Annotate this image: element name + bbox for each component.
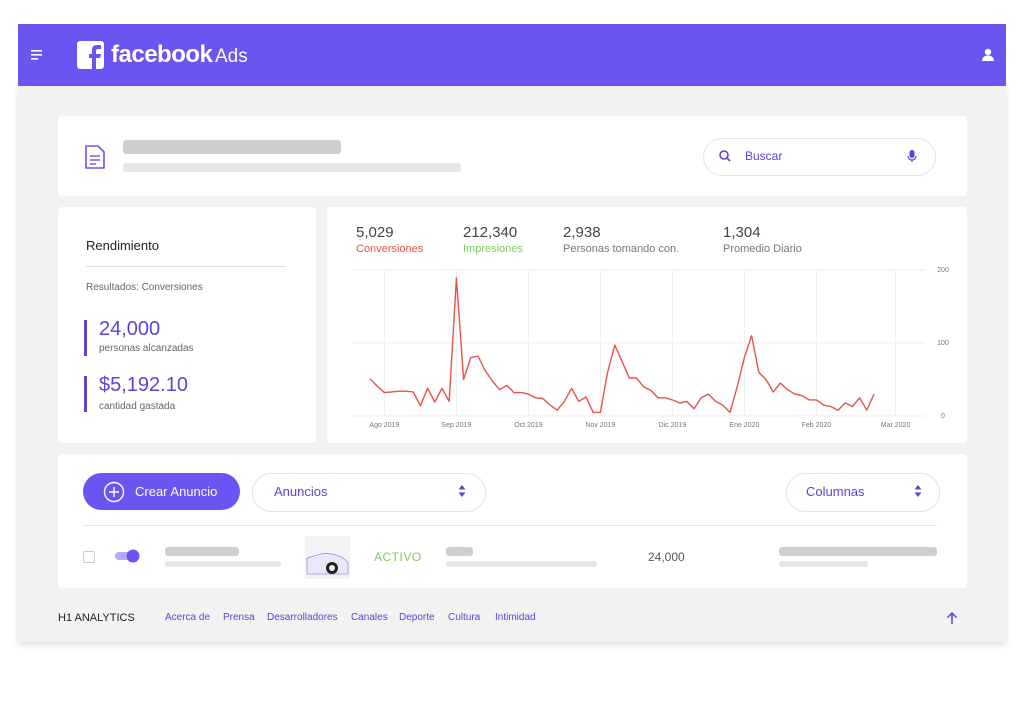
logo-icon (77, 41, 104, 69)
menu-icon[interactable] (30, 48, 44, 62)
footer-link[interactable]: Acerca de (165, 612, 211, 623)
document-icon (85, 145, 105, 169)
x-tick-label: Ago 2019 (369, 422, 399, 429)
footer-brand: H1 ANALYTICS (58, 612, 135, 624)
stat-label: Impresiones (463, 243, 523, 255)
placeholder (165, 547, 239, 556)
x-tick-label: Sep 2019 (441, 422, 471, 429)
footer-link[interactable]: Intimidad (495, 612, 536, 623)
search-box[interactable] (703, 138, 936, 176)
performance-title: Rendimiento (86, 238, 159, 253)
metric-bar (84, 320, 87, 356)
mic-icon[interactable] (906, 149, 918, 163)
search-icon (719, 150, 731, 162)
footer-link[interactable]: Prensa (223, 612, 255, 623)
metric-value: 24,000 (99, 318, 161, 340)
stat-value: 1,304 (723, 224, 761, 241)
footer-link[interactable]: Canales (351, 612, 388, 623)
dropdown-icon (914, 485, 922, 497)
x-tick-label: Dic 2019 (659, 422, 687, 429)
placeholder (123, 163, 461, 172)
placeholder (123, 140, 341, 154)
y-tick-label: 0 (941, 413, 945, 420)
x-tick-label: Ene 2020 (729, 422, 759, 429)
filter-label: Anuncios (274, 484, 328, 499)
data-line (369, 277, 875, 414)
user-icon[interactable] (980, 47, 996, 63)
placeholder (779, 547, 937, 556)
metric-value: $5,192.10 (99, 374, 188, 396)
top-bar (18, 24, 1006, 86)
stat-value: 212,340 (463, 224, 518, 241)
brand: facebook (111, 41, 213, 68)
divider (83, 525, 937, 526)
columns-dropdown[interactable] (786, 473, 940, 512)
stat-label: Promedio Diario (723, 243, 802, 255)
plus-icon (103, 481, 125, 503)
product: Ads (215, 46, 248, 67)
scroll-top-icon[interactable] (945, 611, 959, 625)
performance-card (58, 207, 316, 443)
divider (86, 266, 286, 267)
x-tick-label: Oct 2019 (514, 422, 543, 429)
columns-label: Columnas (806, 484, 865, 499)
search-placeholder: Buscar (745, 149, 783, 163)
stat-value: 5,029 (356, 224, 394, 241)
ad-thumbnail (305, 536, 350, 579)
stat-label: Conversiones (356, 243, 424, 255)
footer-link[interactable]: Cultura (448, 612, 481, 623)
stat-value: 2,938 (563, 224, 601, 241)
filter-dropdown[interactable] (252, 473, 486, 512)
placeholder (779, 561, 868, 567)
metric-label: cantidad gastada (99, 401, 176, 412)
placeholder (446, 561, 597, 567)
placeholder (446, 547, 473, 556)
status: ACTIVO (374, 550, 422, 564)
results-label: Resultados: Conversiones (86, 282, 203, 293)
y-tick-label: 200 (937, 267, 949, 274)
reach: 24,000 (648, 550, 685, 564)
stat-label: Personas tomando con. (563, 243, 680, 255)
dropdown-icon (458, 485, 466, 497)
placeholder (165, 561, 281, 567)
x-tick-label: Mar 2020 (881, 422, 911, 429)
footer-link[interactable]: Desarrolladores (267, 612, 338, 623)
chart-card (327, 207, 967, 443)
metric-bar (84, 376, 87, 412)
checkbox[interactable] (83, 551, 95, 563)
metric-label: personas alcanzadas (99, 343, 194, 354)
x-tick-label: Feb 2020 (802, 422, 832, 429)
toggle[interactable] (114, 548, 142, 564)
create-label: Crear Anuncio (135, 484, 218, 499)
x-tick-label: Nov 2019 (585, 422, 615, 429)
y-tick-label: 100 (937, 340, 949, 347)
footer-link[interactable]: Deporte (399, 612, 435, 623)
